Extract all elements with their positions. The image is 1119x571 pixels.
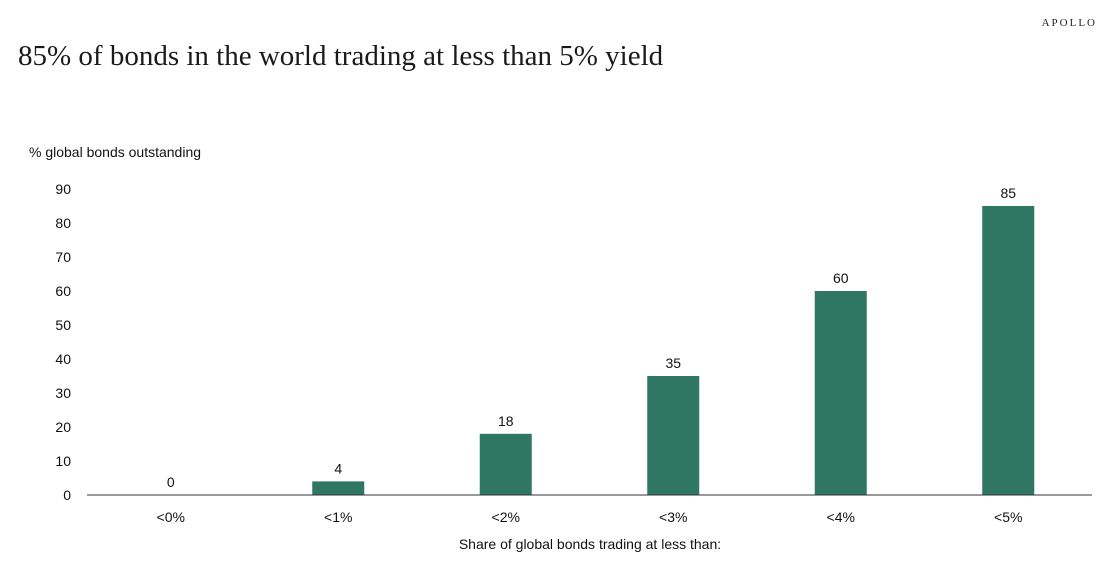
data-label: 18 [498, 413, 514, 429]
y-tick-label: 10 [55, 453, 71, 469]
y-tick-label: 50 [55, 317, 71, 333]
y-tick-label: 20 [55, 419, 71, 435]
data-label: 35 [665, 355, 681, 371]
x-tick-label: <1% [324, 509, 352, 525]
x-tick-label: <4% [827, 509, 855, 525]
y-tick-label: 60 [55, 283, 71, 299]
bar [982, 206, 1035, 495]
data-label: 60 [833, 270, 849, 286]
bar [479, 433, 532, 495]
y-axis-label: % global bonds outstanding [29, 144, 201, 160]
bars: 0 4 18 35 60 85 [167, 185, 1035, 495]
x-axis-label: Share of global bonds trading at less th… [459, 536, 721, 552]
x-tick-label: <3% [659, 509, 687, 525]
y-tick-label: 80 [55, 215, 71, 231]
bar [647, 376, 700, 495]
y-tick-label: 0 [63, 487, 71, 503]
x-axis-ticks: <0% <1% <2% <3% <4% <5% [157, 509, 1023, 525]
data-label: 4 [334, 460, 342, 476]
x-tick-label: <5% [994, 509, 1022, 525]
y-tick-label: 40 [55, 351, 71, 367]
data-label: 85 [1000, 185, 1016, 201]
chart-title: 85% of bonds in the world trading at les… [18, 40, 664, 72]
x-tick-label: <0% [157, 509, 185, 525]
bar [814, 291, 867, 495]
y-tick-label: 90 [55, 181, 71, 197]
y-axis-ticks: 0 10 20 30 40 50 60 70 80 90 [55, 181, 71, 503]
y-tick-label: 70 [55, 249, 71, 265]
bar [312, 481, 365, 495]
y-tick-label: 30 [55, 385, 71, 401]
brand-logo: APOLLO [1041, 17, 1097, 29]
x-tick-label: <2% [492, 509, 520, 525]
data-label: 0 [167, 474, 175, 490]
